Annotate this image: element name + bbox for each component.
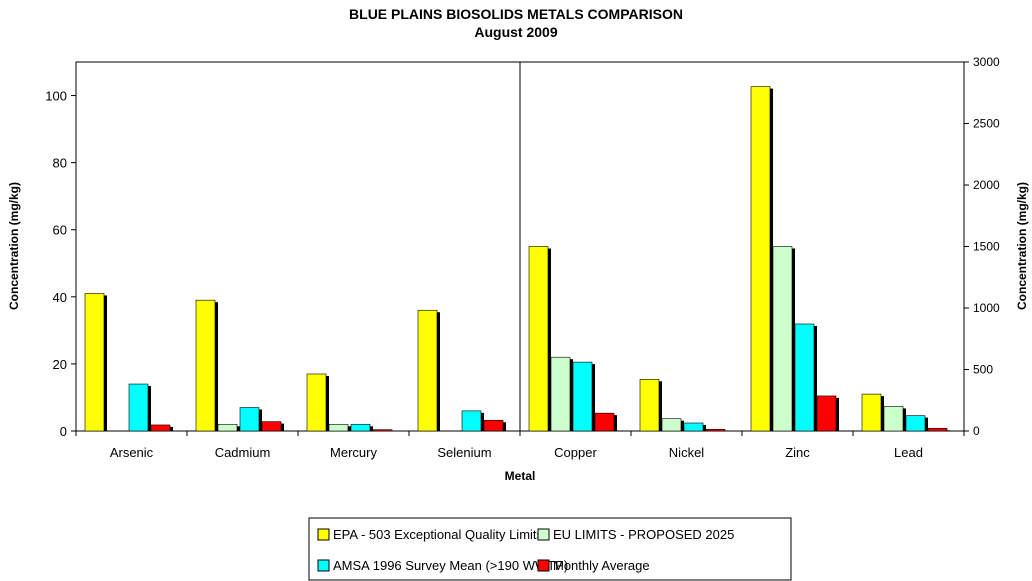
legend-swatch-epa-503-exceptional-quality-limits [317,528,330,541]
bar-amsa-1996-survey-mean-190-wwtp-lead [905,415,926,432]
legend: EPA - 503 Exceptional Quality Limits EU L… [308,517,792,581]
x-tick-label-arsenic: Arsenic [110,445,154,460]
chart-subtitle: August 2009 [474,24,557,40]
left-tick-label: 60 [53,223,67,238]
bar-amsa-1996-survey-mean-190-wwtp-arsenic [128,383,149,432]
bar-monthly-average-zinc [816,395,837,432]
legend-box [308,517,792,581]
bar-monthly-average-mercury [372,429,393,432]
bar-eu-limits-proposed-2025-mercury [328,423,349,432]
bar-eu-limits-proposed-2025-zinc [772,246,793,432]
y-axis-title-left: Concentration (mg/kg) [7,182,21,310]
left-tick-label: 40 [53,290,67,305]
legend-swatch-eu-limits-proposed-2025 [537,528,550,541]
x-tick-label-zinc: Zinc [785,445,810,460]
bar-monthly-average-nickel [705,428,726,432]
left-tick-label: 100 [45,89,67,104]
bar-monthly-average-lead [927,427,948,432]
bar-monthly-average-cadmium [261,421,282,432]
legend-label-amsa-1996-survey-mean-190-wwtp: AMSA 1996 Survey Mean (>190 WWTP) [333,558,568,573]
bar-epa-503-exceptional-quality-limits-cadmium [195,299,216,432]
bar-monthly-average-copper [594,412,615,432]
legend-swatch-amsa-1996-survey-mean-190-wwtp [317,559,330,572]
chart-title: BLUE PLAINS BIOSOLIDS METALS COMPARISON [349,6,683,22]
right-tick-label: 3000 [973,55,1000,69]
right-tick-label: 500 [973,363,993,377]
x-axis: Arsenic Cadmium Mercury Selenium Copper Nicke… [75,431,965,460]
bar-epa-503-exceptional-quality-limits-selenium [417,309,438,432]
bar-monthly-average-arsenic [150,424,171,432]
right-axis: 0 500 1000 1500 2000 2500 3000 [964,55,1000,438]
x-tick-label-lead: Lead [894,445,923,460]
x-tick-label-nickel: Nickel [669,445,705,460]
right-tick-label: 1500 [973,240,1000,254]
x-tick-label-selenium: Selenium [437,445,491,460]
bar-eu-limits-proposed-2025-copper [550,356,571,432]
legend-label-eu-limits-proposed-2025: EU LIMITS - PROPOSED 2025 [553,527,734,542]
left-tick-label: 0 [60,424,67,439]
x-tick-label-cadmium: Cadmium [215,445,271,460]
bar-epa-503-exceptional-quality-limits-arsenic [84,293,105,432]
x-axis-title: Metal [505,469,536,483]
bar-amsa-1996-survey-mean-190-wwtp-cadmium [239,407,260,432]
bar-epa-503-exceptional-quality-limits-lead [861,393,882,432]
legend-label-epa-503-exceptional-quality-limits: EPA - 503 Exceptional Quality Limits [333,527,544,542]
x-tick-label-mercury: Mercury [330,445,377,460]
left-tick-label: 80 [53,156,67,171]
right-tick-label: 0 [973,424,980,438]
x-tick-label-copper: Copper [554,445,597,460]
legend-swatch-monthly-average [537,559,550,572]
bars [84,86,950,432]
y-axis-title-right: Concentration (mg/kg) [1015,182,1029,310]
right-tick-label: 2500 [973,117,1000,131]
bar-amsa-1996-survey-mean-190-wwtp-zinc [794,323,815,432]
left-tick-label: 20 [53,357,67,372]
bar-epa-503-exceptional-quality-limits-copper [528,246,549,432]
bar-eu-limits-proposed-2025-lead [883,406,904,432]
bar-amsa-1996-survey-mean-190-wwtp-mercury [350,423,371,432]
bar-amsa-1996-survey-mean-190-wwtp-copper [572,361,593,432]
bar-epa-503-exceptional-quality-limits-zinc [750,86,771,432]
bar-eu-limits-proposed-2025-cadmium [217,423,238,432]
legend-label-monthly-average: Monthly Average [553,558,650,573]
right-tick-label: 1000 [973,301,1000,315]
bar-epa-503-exceptional-quality-limits-nickel [639,379,660,432]
bar-eu-limits-proposed-2025-nickel [661,418,682,432]
bar-amsa-1996-survey-mean-190-wwtp-selenium [461,410,482,432]
left-axis: 0 20 40 60 80 100 [45,89,76,439]
bar-epa-503-exceptional-quality-limits-mercury [306,373,327,432]
right-tick-label: 2000 [973,178,1000,192]
bar-monthly-average-selenium [483,419,504,432]
bar-amsa-1996-survey-mean-190-wwtp-nickel [683,422,704,432]
